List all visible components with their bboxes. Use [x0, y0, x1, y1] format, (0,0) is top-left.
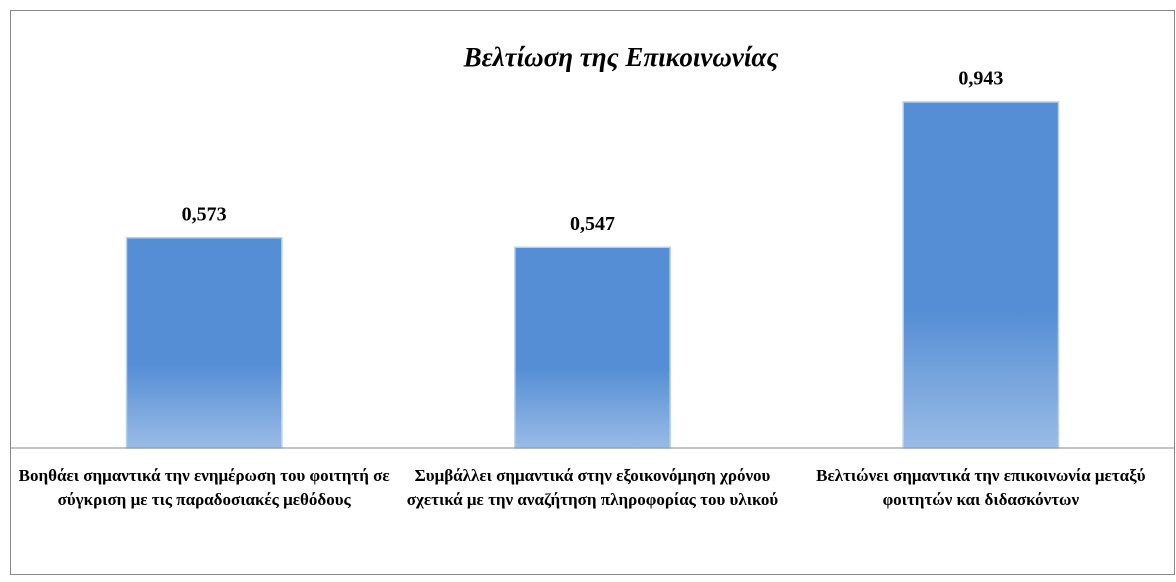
- bar: [125, 236, 283, 449]
- value-label: 0,943: [958, 68, 1003, 90]
- bar: [514, 246, 671, 449]
- x-tick-label: Συμβάλλει σημαντικά στην εξοικονόμηση χρ…: [406, 466, 779, 509]
- bar: [902, 101, 1060, 449]
- x-tick-label: Βοηθάει σημαντικά την ενημέρωση του φοιτ…: [18, 466, 390, 509]
- chart-title: Βελτίωση της Επικοινωνίας: [463, 42, 779, 72]
- value-label: 0,547: [570, 213, 615, 235]
- chart-border: [10, 10, 1175, 575]
- value-label: 0,573: [182, 203, 227, 225]
- x-tick-label: Βελτιώνει σημαντικά την επικοινωνία μετα…: [816, 466, 1146, 509]
